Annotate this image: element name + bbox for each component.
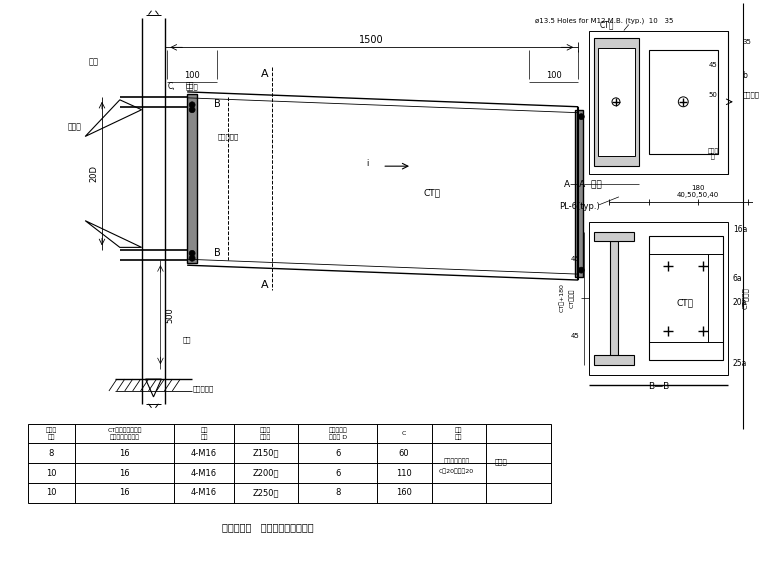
Circle shape — [578, 113, 584, 120]
Text: CT梁+180: CT梁+180 — [559, 283, 564, 312]
Text: 6: 6 — [335, 469, 340, 478]
Bar — [187, 94, 197, 263]
Text: 45: 45 — [571, 333, 579, 340]
Text: C地20，尺寐20: C地20，尺寐20 — [439, 469, 474, 474]
Text: CT梁规格: CT梁规格 — [568, 288, 574, 308]
Circle shape — [189, 107, 195, 113]
Text: b: b — [743, 71, 748, 80]
Bar — [598, 48, 635, 156]
Text: A: A — [261, 280, 268, 290]
Text: 25a: 25a — [733, 359, 747, 368]
Text: 连接板备注: 连接板备注 — [218, 133, 239, 140]
Circle shape — [578, 267, 584, 273]
Text: Z250型: Z250型 — [252, 488, 279, 498]
Text: 6: 6 — [335, 449, 340, 458]
Text: 雨披
数量: 雨披 数量 — [454, 428, 462, 439]
Text: CT梁: CT梁 — [423, 189, 440, 197]
Bar — [27, 424, 550, 503]
Bar — [575, 109, 583, 277]
Circle shape — [189, 250, 195, 256]
Bar — [610, 242, 618, 360]
Text: B—B: B—B — [648, 382, 669, 392]
Text: CT梁: CT梁 — [676, 298, 694, 307]
Text: 45: 45 — [708, 62, 717, 68]
Text: CT梁腹板厚度及低
质螺栓规格、直径: CT梁腹板厚度及低 质螺栓规格、直径 — [107, 428, 142, 439]
Bar — [648, 50, 718, 154]
Text: 10: 10 — [46, 488, 57, 498]
Circle shape — [189, 255, 195, 261]
Bar — [594, 38, 638, 166]
Text: 16: 16 — [119, 488, 130, 498]
Text: 50: 50 — [708, 92, 717, 98]
Bar — [594, 355, 634, 365]
Bar — [589, 31, 728, 174]
Text: 墙梁孔
板厚度: 墙梁孔 板厚度 — [260, 428, 271, 439]
Text: i: i — [366, 158, 369, 168]
Text: 墙梁
规格: 墙梁 规格 — [200, 428, 207, 439]
Text: 承接线: 承接线 — [495, 458, 508, 465]
Text: C: C — [402, 431, 406, 436]
Circle shape — [189, 102, 195, 108]
Text: 160: 160 — [396, 488, 412, 498]
Text: 墙梁: 墙梁 — [185, 82, 194, 88]
Bar — [594, 231, 634, 242]
Text: 8: 8 — [49, 449, 54, 458]
Text: 加劲板: 加劲板 — [68, 122, 81, 131]
Text: CT梁: CT梁 — [600, 20, 614, 29]
Text: A: A — [261, 69, 268, 79]
Text: 4-M16: 4-M16 — [191, 449, 217, 458]
Text: 20D: 20D — [90, 165, 99, 182]
Text: 10: 10 — [46, 469, 57, 478]
Text: 1500: 1500 — [359, 35, 384, 46]
Text: 力架斜拉筋: 力架斜拉筋 — [193, 386, 214, 392]
Text: 100: 100 — [546, 71, 562, 80]
Text: 60: 60 — [399, 449, 410, 458]
Text: 180: 180 — [692, 185, 705, 191]
Text: 雨樿详图一   （与锂柱边足相连）: 雨樿详图一 （与锂柱边足相连） — [222, 523, 313, 532]
Text: 墙横高: 墙横高 — [185, 84, 198, 90]
Text: 500: 500 — [166, 307, 175, 323]
Text: B: B — [214, 99, 221, 109]
Text: B: B — [214, 249, 221, 258]
Text: 加劲板
厚度: 加劲板 厚度 — [46, 428, 57, 439]
Text: A—A  断面: A—A 断面 — [565, 180, 602, 189]
Text: 4-M16: 4-M16 — [191, 469, 217, 478]
Text: C,: C, — [167, 83, 175, 91]
Text: PL-6(typ.): PL-6(typ.) — [559, 202, 600, 211]
Text: 45: 45 — [571, 256, 579, 262]
Text: 110: 110 — [396, 469, 412, 478]
Text: 墙梁: 墙梁 — [183, 336, 192, 343]
Text: Z150型: Z150型 — [252, 449, 279, 458]
Text: ø13.5 Holes for M12 M.B. (typ.)  10   35: ø13.5 Holes for M12 M.B. (typ.) 10 35 — [535, 17, 673, 24]
Text: 16: 16 — [119, 449, 130, 458]
Text: 40,50,50,40: 40,50,50,40 — [677, 192, 719, 198]
Text: Z200型: Z200型 — [252, 469, 279, 478]
Text: 当单向屋脊处，: 当单向屋脊处， — [443, 458, 470, 464]
Text: 16: 16 — [119, 469, 130, 478]
Text: 8: 8 — [335, 488, 340, 498]
Text: 6a: 6a — [733, 274, 743, 283]
Text: CT梁规格: CT梁规格 — [743, 287, 749, 309]
Bar — [648, 237, 723, 360]
Text: 16a: 16a — [733, 225, 747, 234]
Text: 墙梁孔
洞: 墙梁孔 洞 — [708, 148, 719, 160]
Text: 4-M16: 4-M16 — [191, 488, 217, 498]
Text: 35: 35 — [743, 39, 752, 46]
Text: 100: 100 — [184, 71, 200, 80]
Text: 20a: 20a — [733, 298, 747, 307]
Bar — [589, 222, 728, 375]
Text: 锂柱: 锂柱 — [89, 58, 99, 67]
Text: 墙梁居板: 墙梁居板 — [743, 92, 760, 98]
Text: 墙梁孔板开
孔间距 D: 墙梁孔板开 孔间距 D — [328, 428, 347, 439]
